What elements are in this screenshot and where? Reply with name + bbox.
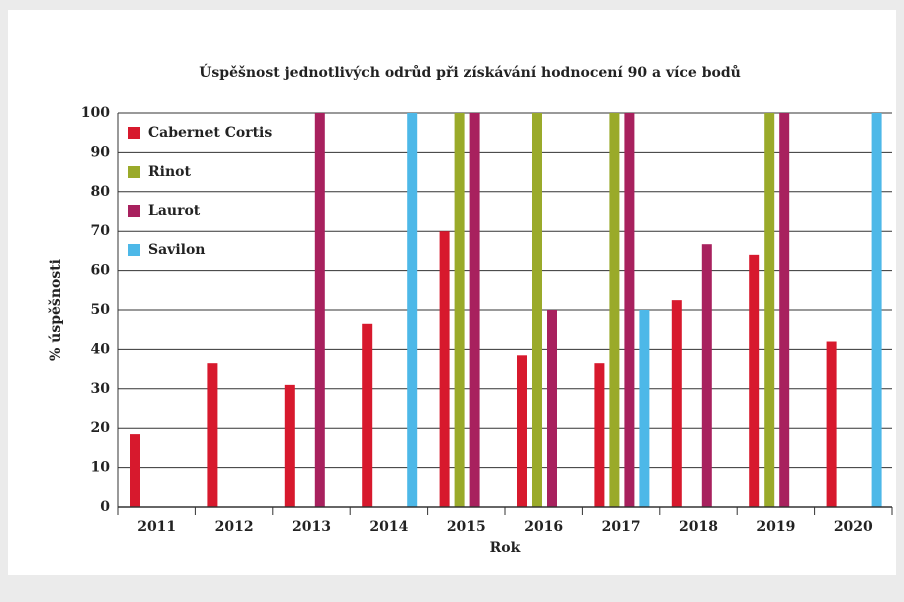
bar bbox=[532, 113, 542, 507]
y-tick-label: 10 bbox=[91, 460, 111, 476]
y-tick-label: 0 bbox=[100, 499, 110, 515]
bar bbox=[314, 113, 325, 507]
bar bbox=[407, 113, 418, 507]
x-axis-label: Rok bbox=[490, 540, 521, 556]
x-tick-label: 2016 bbox=[524, 519, 563, 535]
bar bbox=[130, 434, 140, 507]
bar bbox=[764, 113, 775, 507]
x-tick-label: 2018 bbox=[679, 519, 718, 535]
bar bbox=[362, 323, 373, 507]
bar bbox=[701, 244, 712, 507]
panel bbox=[8, 10, 896, 575]
y-tick-label: 20 bbox=[91, 420, 111, 436]
bar bbox=[826, 341, 837, 507]
legend-swatch bbox=[128, 166, 140, 178]
bar bbox=[454, 113, 465, 507]
bar bbox=[749, 254, 760, 507]
y-tick-label: 100 bbox=[81, 105, 110, 121]
bar bbox=[871, 113, 882, 507]
bar bbox=[517, 355, 527, 507]
y-tick-label: 50 bbox=[91, 302, 111, 318]
bar bbox=[547, 310, 557, 507]
y-tick-label: 70 bbox=[91, 223, 111, 239]
y-tick-label: 30 bbox=[91, 381, 111, 397]
x-tick-label: 2017 bbox=[602, 519, 641, 535]
y-tick-label: 60 bbox=[91, 263, 111, 279]
y-axis-label: % úspěšnosti bbox=[48, 259, 64, 361]
bar bbox=[609, 113, 620, 507]
legend-swatch bbox=[128, 244, 140, 256]
legend-label: Cabernet Cortis bbox=[148, 125, 272, 141]
x-tick-label: 2014 bbox=[369, 519, 408, 535]
bar bbox=[671, 300, 682, 507]
bar bbox=[284, 384, 295, 507]
chart-title: Úspěšnost jednotlivých odrůd při získává… bbox=[199, 63, 741, 81]
legend-swatch bbox=[128, 205, 140, 217]
x-tick-label: 2012 bbox=[215, 519, 254, 535]
bar bbox=[469, 113, 480, 507]
legend-label: Savilon bbox=[148, 242, 205, 258]
bar bbox=[207, 363, 218, 507]
x-tick-label: 2019 bbox=[756, 519, 795, 535]
bar bbox=[439, 231, 450, 507]
bar bbox=[594, 363, 605, 507]
bar bbox=[624, 113, 635, 507]
legend-label: Rinot bbox=[148, 164, 191, 180]
x-tick-label: 2013 bbox=[292, 519, 331, 535]
x-tick-label: 2020 bbox=[834, 519, 873, 535]
y-tick-label: 40 bbox=[91, 341, 111, 357]
y-tick-label: 90 bbox=[91, 144, 111, 160]
legend-swatch bbox=[128, 127, 140, 139]
x-tick-label: 2011 bbox=[137, 519, 176, 535]
bar bbox=[639, 310, 650, 507]
legend-label: Laurot bbox=[148, 203, 201, 219]
y-tick-label: 80 bbox=[91, 184, 111, 200]
bar bbox=[779, 113, 790, 507]
x-tick-label: 2015 bbox=[447, 519, 486, 535]
